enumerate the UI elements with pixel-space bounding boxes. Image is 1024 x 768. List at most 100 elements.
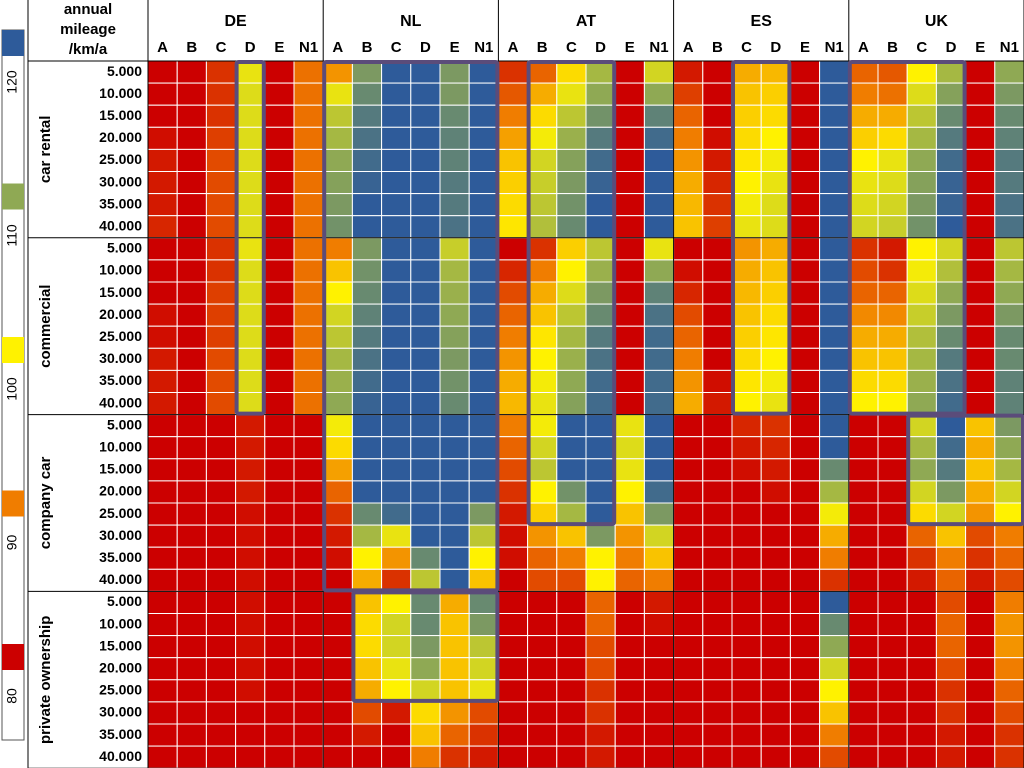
heatmap-cell bbox=[205, 347, 237, 371]
heatmap-cell bbox=[760, 745, 791, 768]
mileage-label: 25.000 bbox=[99, 328, 142, 344]
heatmap-cell bbox=[760, 613, 791, 637]
heatmap-cell bbox=[877, 546, 908, 570]
heatmap-cell bbox=[585, 502, 616, 526]
heatmap-cell bbox=[702, 480, 733, 504]
heatmap-cell bbox=[497, 701, 529, 725]
heatmap-cell bbox=[322, 613, 353, 637]
heatmap-cell bbox=[994, 657, 1024, 681]
heatmap-cell bbox=[760, 82, 791, 106]
segment-label: E bbox=[975, 39, 985, 56]
heatmap-cell bbox=[497, 502, 529, 526]
mileage-label: 15.000 bbox=[99, 637, 142, 653]
heatmap-cell bbox=[994, 635, 1024, 659]
heatmap-cell bbox=[410, 126, 441, 150]
segment-label: C bbox=[391, 39, 402, 56]
heatmap-cell bbox=[731, 635, 762, 659]
heatmap-cell bbox=[789, 148, 821, 172]
heatmap-cell bbox=[351, 590, 383, 615]
heatmap-cell bbox=[527, 171, 558, 195]
segment-label: B bbox=[186, 39, 197, 56]
heatmap-cell bbox=[351, 458, 383, 482]
heatmap-cell bbox=[147, 524, 178, 548]
heatmap-cell bbox=[965, 148, 996, 172]
heatmap-cell bbox=[410, 480, 441, 504]
heatmap-cell bbox=[293, 82, 324, 106]
heatmap-cell bbox=[468, 502, 499, 526]
heatmap-cell bbox=[235, 60, 266, 84]
mileage-label: 35.000 bbox=[99, 549, 142, 565]
heatmap-cell bbox=[585, 480, 616, 504]
heatmap-cell bbox=[176, 126, 207, 150]
heatmap-cell bbox=[147, 480, 178, 504]
heatmap-cell bbox=[848, 303, 879, 327]
heatmap-cell bbox=[643, 303, 675, 327]
heatmap-cell bbox=[235, 259, 266, 283]
heatmap-cell bbox=[760, 458, 791, 482]
heatmap-cell bbox=[264, 723, 295, 747]
heatmap-cell bbox=[439, 193, 470, 217]
heatmap-cell bbox=[848, 193, 879, 217]
heatmap-cell bbox=[439, 303, 470, 327]
heatmap-cell bbox=[468, 613, 499, 637]
heatmap-cell bbox=[994, 723, 1024, 747]
heatmap-cell bbox=[205, 303, 237, 327]
heatmap-cell bbox=[965, 347, 996, 371]
heatmap-cell bbox=[731, 325, 762, 349]
heatmap-cell bbox=[906, 347, 937, 371]
heatmap-cell bbox=[293, 458, 324, 482]
heatmap-cell bbox=[235, 436, 266, 460]
heatmap-cell bbox=[848, 524, 879, 548]
heatmap-cell bbox=[731, 679, 762, 703]
heatmap-cell bbox=[497, 259, 529, 283]
heatmap-cell bbox=[176, 259, 207, 283]
heatmap-cell bbox=[322, 82, 353, 106]
heatmap-cell bbox=[614, 281, 645, 305]
heatmap-cell bbox=[819, 414, 850, 438]
heatmap-cell bbox=[264, 679, 295, 703]
heatmap-cell bbox=[673, 568, 704, 592]
heatmap-cell bbox=[527, 126, 558, 150]
heatmap-cell bbox=[935, 259, 967, 283]
heatmap-cell bbox=[935, 82, 967, 106]
heatmap-cell bbox=[848, 104, 879, 128]
heatmap-cell bbox=[789, 237, 821, 261]
highlight-box bbox=[847, 60, 967, 416]
heatmap-cell bbox=[906, 193, 937, 217]
mileage-label: 30.000 bbox=[99, 173, 142, 189]
heatmap-cell bbox=[935, 568, 967, 592]
heatmap-cell bbox=[965, 171, 996, 195]
heatmap-cell bbox=[264, 568, 295, 592]
heatmap-cell bbox=[614, 237, 645, 261]
heatmap-cell bbox=[643, 82, 675, 106]
mileage-label: 35.000 bbox=[99, 726, 142, 742]
segment-label: D bbox=[420, 39, 431, 56]
heatmap-cell bbox=[527, 590, 558, 615]
heatmap-cell bbox=[381, 679, 412, 703]
heatmap-cell bbox=[468, 568, 499, 592]
heatmap-cell bbox=[176, 392, 207, 416]
heatmap-cell bbox=[585, 303, 616, 327]
heatmap-cell bbox=[527, 679, 558, 703]
heatmap-cell bbox=[468, 701, 499, 725]
heatmap-cell bbox=[410, 546, 441, 570]
heatmap-cell bbox=[848, 237, 879, 261]
heatmap-cell bbox=[819, 436, 850, 460]
heatmap-cell bbox=[439, 657, 470, 681]
heatmap-cell bbox=[643, 436, 675, 460]
heatmap-cell bbox=[147, 635, 178, 659]
heatmap-cell bbox=[322, 524, 353, 548]
heatmap-cell bbox=[468, 723, 499, 747]
heatmap-cell bbox=[935, 546, 967, 570]
heatmap-cell bbox=[848, 502, 879, 526]
heatmap-cell bbox=[468, 436, 499, 460]
heatmap-cell bbox=[293, 546, 324, 570]
heatmap-cell bbox=[935, 745, 967, 768]
heatmap-cell bbox=[351, 369, 383, 393]
heatmap-cell bbox=[643, 414, 675, 438]
heatmap-cell bbox=[439, 392, 470, 416]
heatmap-cell bbox=[410, 347, 441, 371]
heatmap-cell bbox=[906, 82, 937, 106]
heatmap-cell bbox=[965, 392, 996, 416]
heatmap-cell bbox=[497, 524, 529, 548]
